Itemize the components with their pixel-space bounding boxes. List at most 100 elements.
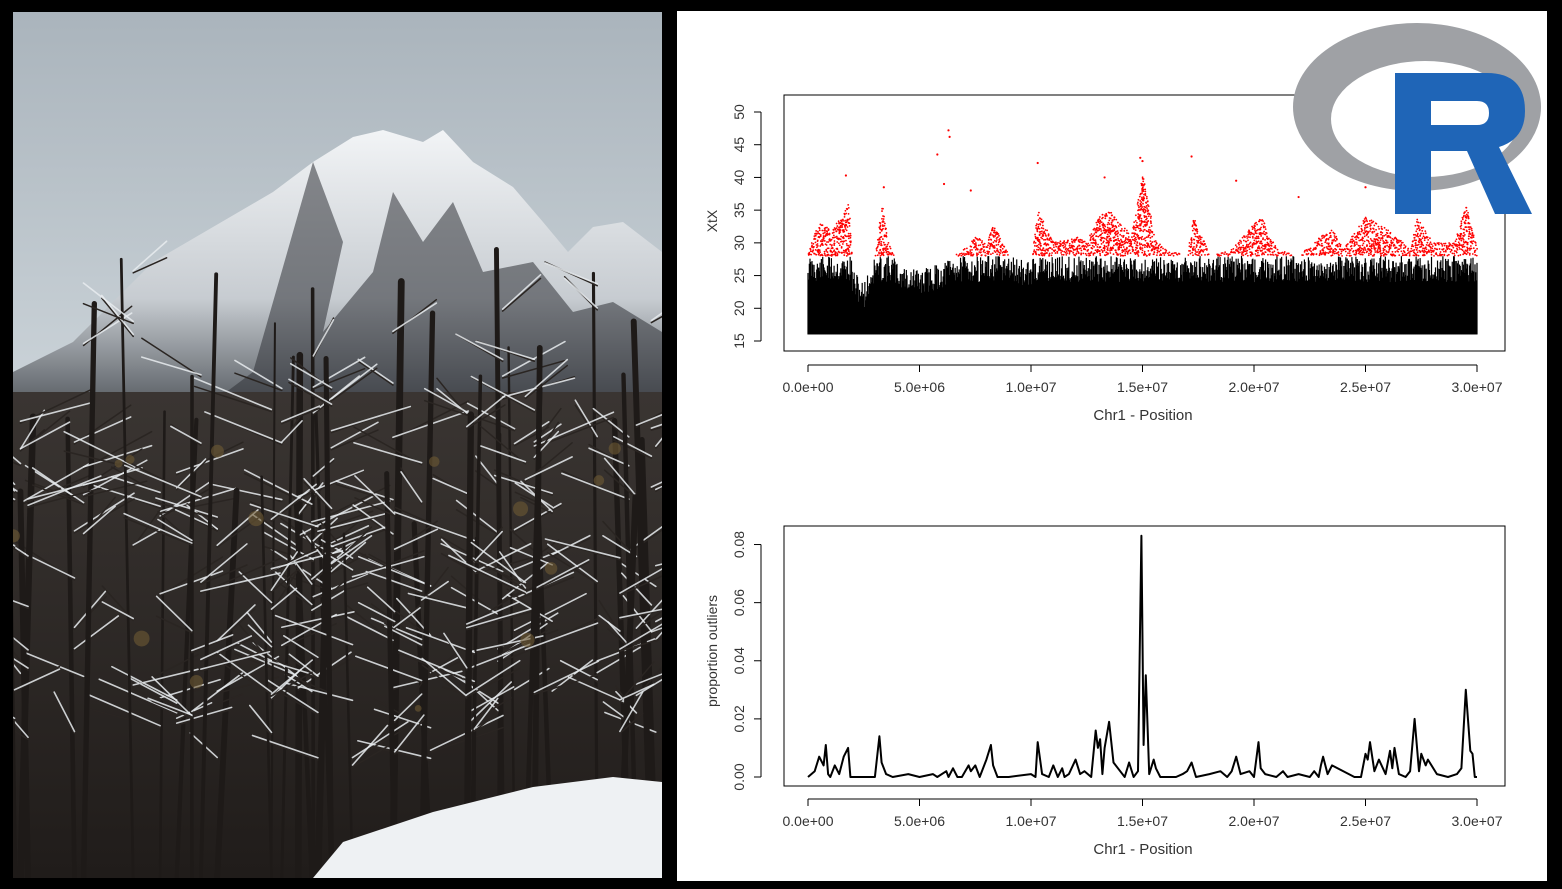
- outlier-point: [843, 215, 846, 218]
- outlier-point: [1154, 240, 1157, 242]
- outlier-point: [1077, 239, 1080, 241]
- outlier-point: [1392, 238, 1395, 241]
- outlier-point: [969, 189, 972, 192]
- outlier-point: [1428, 243, 1431, 245]
- outlier-point: [1418, 249, 1421, 252]
- outlier-point: [1387, 229, 1390, 232]
- outlier-point: [1205, 249, 1208, 251]
- outlier-point: [1466, 249, 1469, 252]
- outlier-point: [821, 242, 824, 245]
- outlier-point: [1110, 211, 1113, 214]
- outlier-point: [1150, 225, 1153, 227]
- outlier-point: [1406, 249, 1409, 252]
- outlier-point: [1438, 248, 1441, 250]
- outlier-point: [1466, 243, 1469, 246]
- outlier-point: [1065, 250, 1068, 253]
- outlier-point: [1146, 217, 1148, 220]
- outlier-point: [847, 250, 850, 253]
- outlier-point: [1137, 201, 1139, 204]
- outlier-point: [1221, 252, 1224, 254]
- outlier-point: [1050, 254, 1053, 257]
- outlier-point: [1144, 188, 1147, 191]
- outlier-point: [884, 228, 887, 231]
- outlier-point: [1110, 248, 1113, 250]
- outlier-point: [1141, 196, 1143, 199]
- outlier-point: [1297, 195, 1300, 199]
- outlier-point: [1364, 249, 1367, 251]
- outlier-point: [1463, 252, 1466, 255]
- x-tick-label: 0.0e+00: [783, 813, 834, 829]
- outlier-point: [1036, 230, 1039, 233]
- outlier-point: [1101, 232, 1104, 235]
- outlier-point: [1454, 240, 1457, 243]
- outlier-point: [1244, 253, 1247, 256]
- outlier-point: [1314, 247, 1317, 250]
- bottom-y-label: proportion outliers: [704, 595, 720, 707]
- outlier-point: [1142, 202, 1144, 205]
- outlier-point: [1363, 235, 1366, 238]
- outlier-point: [887, 241, 890, 244]
- outlier-point: [1359, 233, 1362, 236]
- outlier-point: [1348, 252, 1351, 254]
- outlier-point: [820, 240, 823, 243]
- outlier-point: [1422, 232, 1425, 235]
- outlier-point: [1407, 247, 1410, 250]
- outlier-point: [1459, 254, 1462, 256]
- outlier-point: [1462, 238, 1465, 241]
- outlier-point: [1134, 214, 1137, 217]
- outlier-point: [1429, 241, 1432, 244]
- outlier-point: [1033, 241, 1035, 244]
- outlier-point: [1457, 234, 1460, 237]
- outlier-point: [847, 244, 850, 247]
- outlier-point: [830, 238, 833, 241]
- top-y-label: XtX: [704, 209, 720, 232]
- outlier-point: [1318, 254, 1321, 257]
- outlier-point: [1466, 214, 1469, 217]
- outlier-point: [1133, 228, 1135, 230]
- outlier-point: [999, 246, 1002, 249]
- outlier-point: [1379, 239, 1382, 242]
- outlier-point: [882, 227, 884, 230]
- outlier-point: [1419, 221, 1422, 224]
- outlier-point: [833, 242, 836, 245]
- outlier-point: [1332, 239, 1335, 242]
- outlier-point: [1084, 248, 1087, 251]
- outlier-point: [1261, 253, 1263, 256]
- outlier-point: [1457, 241, 1460, 244]
- outlier-point: [1101, 216, 1104, 219]
- outlier-point: [1073, 245, 1075, 248]
- outlier-point: [1443, 244, 1446, 247]
- outlier-point: [1334, 247, 1336, 250]
- outlier-point: [1144, 225, 1147, 227]
- x-tick-label: 2.5e+07: [1340, 379, 1391, 395]
- outlier-point: [1382, 251, 1385, 254]
- outlier-point: [1364, 186, 1367, 189]
- outlier-point: [1381, 252, 1384, 255]
- outlier-point: [1451, 245, 1454, 247]
- outlier-point: [1056, 243, 1058, 246]
- outlier-point: [815, 232, 818, 235]
- outlier-point: [1108, 241, 1111, 244]
- outlier-point: [1463, 245, 1466, 248]
- outlier-point: [1441, 253, 1444, 256]
- outlier-point: [1042, 233, 1044, 236]
- proportion-line: [807, 534, 1477, 778]
- outlier-point: [825, 244, 828, 246]
- outlier-point: [1220, 254, 1222, 257]
- outlier-point: [1109, 252, 1112, 254]
- outlier-point: [972, 253, 975, 256]
- outlier-point: [1382, 247, 1385, 250]
- outlier-point: [1131, 232, 1134, 235]
- outlier-point: [1380, 254, 1383, 257]
- outlier-point: [1405, 253, 1408, 256]
- outlier-point: [1097, 220, 1100, 223]
- outlier-point: [1132, 226, 1135, 229]
- outlier-point: [1045, 248, 1048, 251]
- outlier-point: [1427, 239, 1430, 241]
- outlier-point: [1364, 227, 1366, 230]
- outlier-point: [1330, 247, 1332, 250]
- outlier-point: [1139, 243, 1141, 246]
- outlier-point: [814, 238, 817, 240]
- outlier-point: [1327, 242, 1330, 245]
- outlier-point: [1372, 242, 1375, 245]
